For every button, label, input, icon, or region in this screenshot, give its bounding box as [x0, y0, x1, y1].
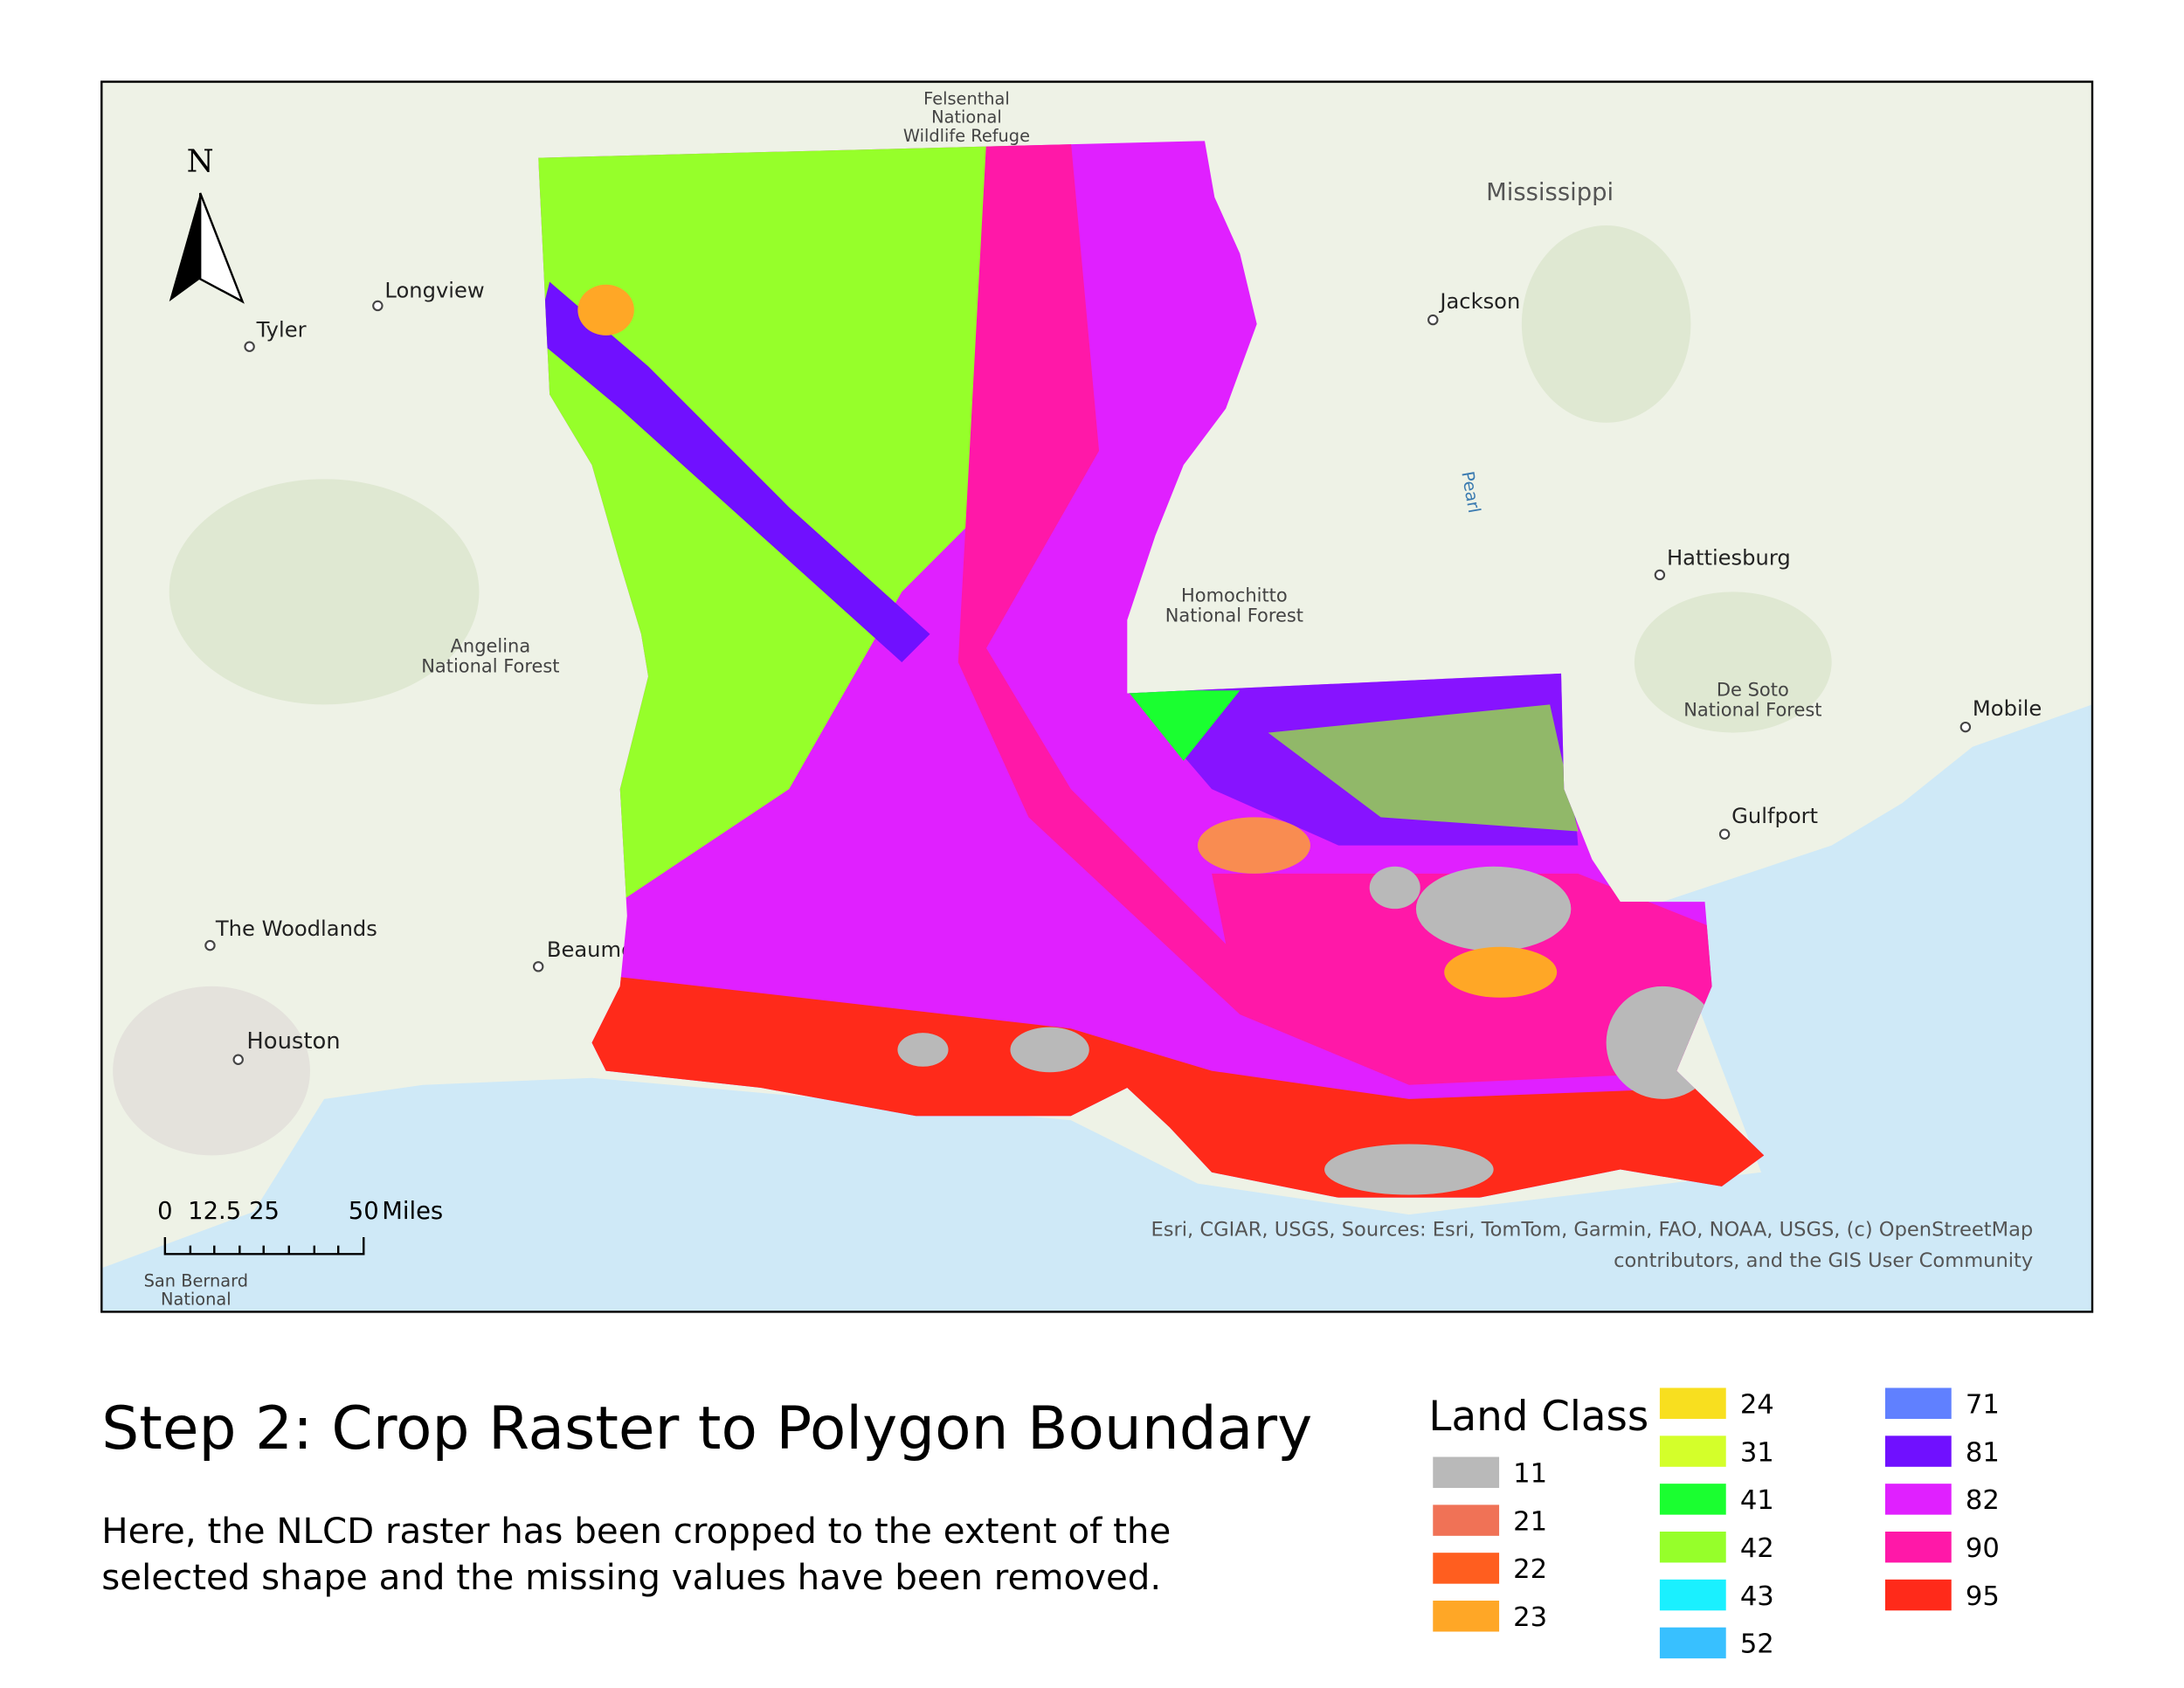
place-label: Mississippi: [1486, 179, 1614, 206]
legend-swatch: [1884, 1579, 1952, 1611]
place-label: Gulfport: [1731, 804, 1818, 828]
place-dot: [1959, 721, 1972, 733]
scale-label: 12.5: [188, 1198, 241, 1225]
legend-swatch: [1433, 1505, 1500, 1536]
scale-label: 0: [157, 1198, 172, 1225]
scale-bar-line: [163, 1236, 365, 1256]
map-frame: [100, 80, 2094, 1313]
legend-swatch: [1884, 1435, 1952, 1467]
legend-swatch: [1659, 1531, 1726, 1563]
legend-label: 24: [1740, 1390, 1774, 1421]
legend-label: 95: [1966, 1581, 2000, 1612]
urban: [113, 986, 310, 1156]
legend-swatch: [1884, 1387, 1952, 1419]
legend-label: 43: [1740, 1581, 1774, 1612]
place-label: Longview: [384, 278, 484, 302]
raster-23: [1197, 817, 1310, 874]
place-label: Felsenthal: [923, 88, 1010, 108]
legend-label: 71: [1966, 1390, 2000, 1421]
place-label: National: [161, 1290, 232, 1310]
legend-title: Land Class: [1428, 1394, 1648, 1441]
legend-label: 23: [1513, 1602, 1547, 1633]
place-label: Tyler: [256, 317, 307, 342]
forest: [1521, 225, 1691, 423]
place-label: Hattiesburg: [1667, 546, 1791, 571]
legend-label: 41: [1740, 1485, 1774, 1516]
place-label: National Forest: [1683, 700, 1821, 721]
legend-swatch: [1659, 1387, 1726, 1419]
legend-label: 21: [1513, 1506, 1547, 1537]
legend-swatch: [1659, 1484, 1726, 1515]
raster-42: [1268, 704, 1579, 832]
raster-11: [1415, 866, 1572, 951]
place-label: National Forest: [421, 656, 559, 677]
legend-label: 22: [1513, 1554, 1547, 1585]
place-dot: [204, 939, 216, 951]
legend-swatch: [1433, 1601, 1500, 1632]
legend-label: 42: [1740, 1533, 1774, 1564]
raster-11: [897, 1033, 949, 1067]
place-label: Angelina: [451, 636, 531, 657]
place-label: National: [931, 107, 1002, 128]
north-arrow: N: [169, 144, 245, 304]
north-arrow-right: [198, 192, 245, 304]
place-label: Houston: [246, 1028, 340, 1055]
attribution: contributors, and the GIS User Community: [1614, 1249, 2033, 1272]
water: [101, 704, 2093, 1312]
raster-81: [538, 281, 930, 662]
legend: 11 21 22 23 24 31 41 42 43 52 71 81 82 90 95: [1433, 1387, 2000, 1660]
north-label: N: [187, 144, 214, 180]
legend-swatch: [1659, 1435, 1726, 1467]
labels-over: MississippiLongviewTylerJacksonPearlHatt…: [144, 179, 2042, 1310]
legend-label: 81: [1966, 1437, 2000, 1468]
legend-swatch: [1659, 1627, 1726, 1659]
raster-11: [1010, 1027, 1089, 1073]
legend-swatch: [1884, 1484, 1952, 1515]
scale-label: 25: [249, 1198, 280, 1225]
place-dot: [1718, 828, 1731, 840]
place-label: Jackson: [1438, 289, 1520, 314]
place-label: Wildlife Refuge: [903, 126, 1030, 146]
legend-label: 11: [1513, 1459, 1547, 1490]
scale-unit: Miles: [382, 1198, 443, 1225]
forest: [169, 479, 480, 705]
title: Step 2: Crop Raster to Polygon Boundary: [101, 1394, 1312, 1463]
place-label: The Woodlands: [215, 917, 377, 941]
place-label: Mobile: [1973, 696, 2042, 721]
raster-23: [1444, 946, 1558, 998]
raster-11: [1369, 866, 1420, 910]
place-label: National Forest: [1165, 605, 1303, 626]
legend-label: 52: [1740, 1629, 1774, 1660]
place-label: San Bernard: [144, 1270, 248, 1290]
forest: [1634, 591, 1832, 733]
raster-11: [1324, 1144, 1494, 1195]
north-arrow-left: [169, 192, 201, 302]
legend-swatch: [1884, 1531, 1952, 1563]
description: Here, the NLCD raster has been cropped t…: [101, 1511, 1171, 1552]
legend-label: 90: [1966, 1533, 2000, 1564]
place-dot: [1654, 569, 1666, 581]
legend-swatch: [1433, 1553, 1500, 1584]
place-dot: [232, 1054, 244, 1065]
description: selected shape and the missing values ha…: [101, 1557, 1161, 1598]
place-dot: [372, 300, 384, 312]
scale-label: 50: [349, 1198, 379, 1225]
raster-41: [1127, 690, 1241, 761]
place-label: De Soto: [1717, 680, 1789, 701]
raster-23: [577, 284, 634, 336]
place-dot: [533, 961, 544, 972]
legend-label: 82: [1966, 1485, 2000, 1516]
place-dot: [244, 341, 255, 352]
legend-swatch: [1659, 1579, 1726, 1611]
raster-90: [957, 141, 1268, 1015]
place-dot: [1427, 314, 1439, 326]
legend-label: 31: [1740, 1437, 1774, 1468]
legend-swatch: [1433, 1456, 1500, 1488]
place-label: Homochitto: [1181, 585, 1288, 606]
attribution: Esri, CGIAR, USGS, Sources: Esri, TomTom…: [1151, 1218, 2033, 1241]
scale-bar: 0 12.5 25 50 Miles: [157, 1198, 443, 1256]
